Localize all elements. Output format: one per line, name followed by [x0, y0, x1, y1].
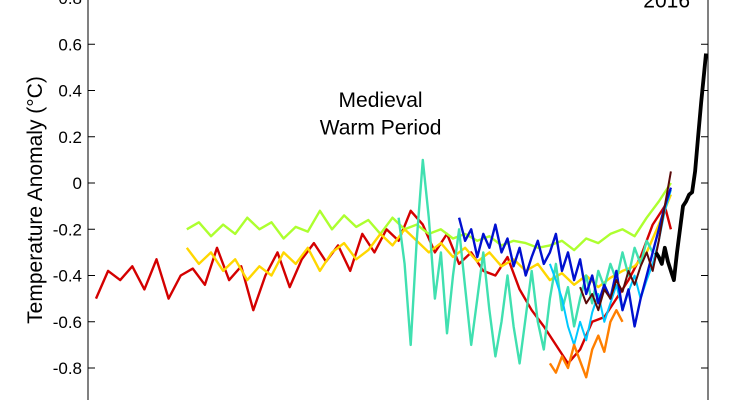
series-line-0: [94, 204, 673, 365]
annotation-label: Medieval: [339, 89, 423, 112]
series-line-3: [397, 158, 654, 365]
y-ticks: -0.8 -0.6 -0.4 -0.2 0 0.2 0.4 0.6 0.8: [53, 0, 708, 378]
annotations: Medieval Warm Period 2016: [320, 0, 690, 140]
series-line-5: [457, 187, 673, 328]
annotation-label: Warm Period: [320, 117, 442, 140]
series-line-4: [548, 189, 672, 346]
y-tick-label: 0.8: [58, 0, 82, 8]
y-axis-title: Temperature Anomaly (°C): [24, 76, 47, 324]
series-lines: [94, 53, 708, 379]
marker-2016-symbol: *: [712, 0, 719, 10]
series-line-8: [654, 53, 708, 283]
annotation-label: 2016: [643, 0, 690, 12]
y-tick-label: 0.6: [58, 35, 82, 54]
y-tick-label: 0.4: [58, 82, 82, 101]
y-tick-label: 0: [73, 174, 82, 193]
y-tick-label: -0.4: [53, 267, 82, 286]
series-line-6: [579, 171, 672, 312]
y-tick-label: -0.6: [53, 313, 82, 332]
y-tick-label: -0.2: [53, 220, 82, 239]
y-tick-label: -0.8: [53, 359, 82, 378]
series-line-1: [186, 182, 672, 252]
y-tick-label: 0.2: [58, 128, 82, 147]
series-line-7: [548, 309, 624, 379]
